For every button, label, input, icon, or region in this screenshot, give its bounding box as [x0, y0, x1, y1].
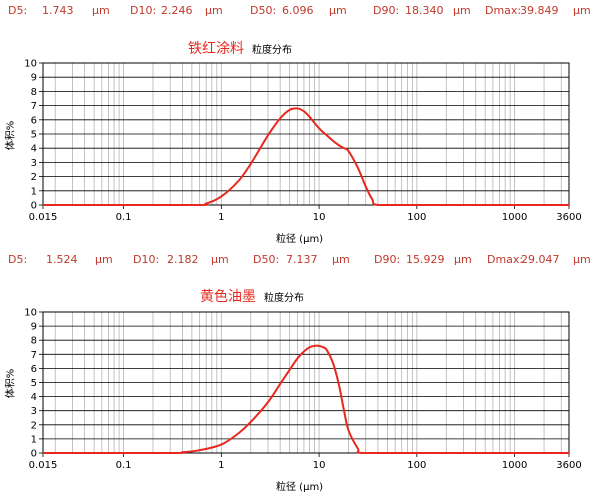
y-tick-label: 10	[24, 59, 37, 70]
y-tick-label: 6	[31, 115, 37, 126]
d90-value: 15.929	[406, 253, 445, 266]
d5-label: D5:	[8, 253, 28, 266]
chart-subtitle: 粒度分布	[264, 293, 304, 304]
series-line	[43, 344, 569, 455]
y-tick-label: 1	[31, 186, 37, 197]
x-axis-label-2: 粒径 (μm)	[276, 482, 324, 493]
y-tick-label: 8	[31, 87, 37, 98]
y-tick-label: 5	[31, 130, 37, 141]
x-tick-label: 0.1	[116, 460, 132, 471]
d90-unit: μm	[453, 4, 471, 17]
d5-label: D5:	[8, 4, 28, 17]
d10-value: 2.246	[161, 4, 193, 17]
x-tick-label: 0.015	[29, 212, 58, 223]
y-tick-label: 4	[31, 144, 37, 155]
y-tick-label: 0	[31, 449, 37, 460]
dmax-value: 39.849	[520, 4, 559, 17]
y-tick-label: 7	[31, 350, 37, 361]
y-tick-label: 6	[31, 364, 37, 375]
x-tick-label: 10	[313, 460, 326, 471]
x-tick-label: 100	[407, 460, 426, 471]
x-tick-label: 0.1	[116, 212, 132, 223]
y-tick-label: 3	[31, 406, 37, 417]
y-tick-label: 9	[31, 73, 37, 84]
chart-title-main: 铁红涂料	[188, 41, 244, 57]
d90-value: 18.340	[405, 4, 444, 17]
plot-area-1: 0 1 2 3 4 5 6 7 8 9 10 0.015 0.1 1 10 100 1000 3600	[24, 59, 581, 224]
d5-unit: μm	[95, 253, 113, 266]
d90-unit: μm	[454, 253, 472, 266]
chart-title-1: 铁红涂料 粒度分布	[188, 38, 292, 58]
y-tick-label: 10	[24, 308, 37, 319]
d10-unit: μm	[205, 4, 223, 17]
d5-unit: μm	[92, 4, 110, 17]
stats-row-2: D5: 1.524 μm D10: 2.182 μm D50: 7.137 μm…	[0, 253, 598, 269]
d50-label: D50:	[253, 253, 280, 266]
x-tick-label: 3600	[556, 212, 581, 223]
plot-frame	[42, 311, 570, 454]
x-tick-label: 10	[313, 212, 326, 223]
series-line	[43, 107, 569, 207]
y-tick-label: 0	[31, 201, 37, 212]
x-tick-label: 100	[407, 212, 426, 223]
x-tick-label: 1	[218, 460, 224, 471]
y-tick-label: 8	[31, 336, 37, 347]
y-tick-label: 2	[31, 172, 37, 183]
d50-value: 6.096	[282, 4, 314, 17]
d10-value: 2.182	[167, 253, 199, 266]
y-tick-label: 1	[31, 434, 37, 445]
d5-value: 1.743	[42, 4, 74, 17]
x-tick-label: 1	[218, 212, 224, 223]
d5-value: 1.524	[46, 253, 78, 266]
dmax-value: 29.047	[521, 253, 560, 266]
dmax-unit: μm	[573, 4, 591, 17]
chart-title-2: 黄色油墨 粒度分布	[200, 286, 304, 306]
plot-frame	[42, 62, 570, 206]
y-tick-label: 7	[31, 101, 37, 112]
x-tick-label: 3600	[556, 460, 581, 471]
d90-label: D90:	[373, 4, 400, 17]
d50-label: D50:	[250, 4, 277, 17]
d50-value: 7.137	[286, 253, 318, 266]
dmax-label: Dmax:	[487, 253, 524, 266]
x-axis-label-1: 粒径 (μm)	[276, 234, 324, 245]
d10-unit: μm	[211, 253, 229, 266]
chart-subtitle: 粒度分布	[252, 45, 292, 56]
chart-title-main: 黄色油墨	[200, 289, 256, 305]
d10-label: D10:	[133, 253, 160, 266]
d50-unit: μm	[329, 4, 347, 17]
x-tick-label: 0.015	[29, 460, 58, 471]
dmax-label: Dmax:	[485, 4, 522, 17]
y-tick-label: 5	[31, 378, 37, 389]
stats-row-1: D5: 1.743 μm D10: 2.246 μm D50: 6.096 μm…	[0, 4, 598, 20]
y-tick-label: 9	[31, 322, 37, 333]
plot-area-2: 0 1 2 3 4 5 6 7 8 9 10 0.015 0.1 1 10 100 1000 3600	[24, 308, 581, 472]
d10-label: D10:	[130, 4, 157, 17]
d90-label: D90:	[374, 253, 401, 266]
x-tick-label: 1000	[502, 212, 527, 223]
x-tick-label: 1000	[502, 460, 527, 471]
dmax-unit: μm	[573, 253, 591, 266]
d50-unit: μm	[332, 253, 350, 266]
y-tick-label: 2	[31, 420, 37, 431]
y-tick-label: 3	[31, 158, 37, 169]
y-tick-label: 4	[31, 392, 37, 403]
